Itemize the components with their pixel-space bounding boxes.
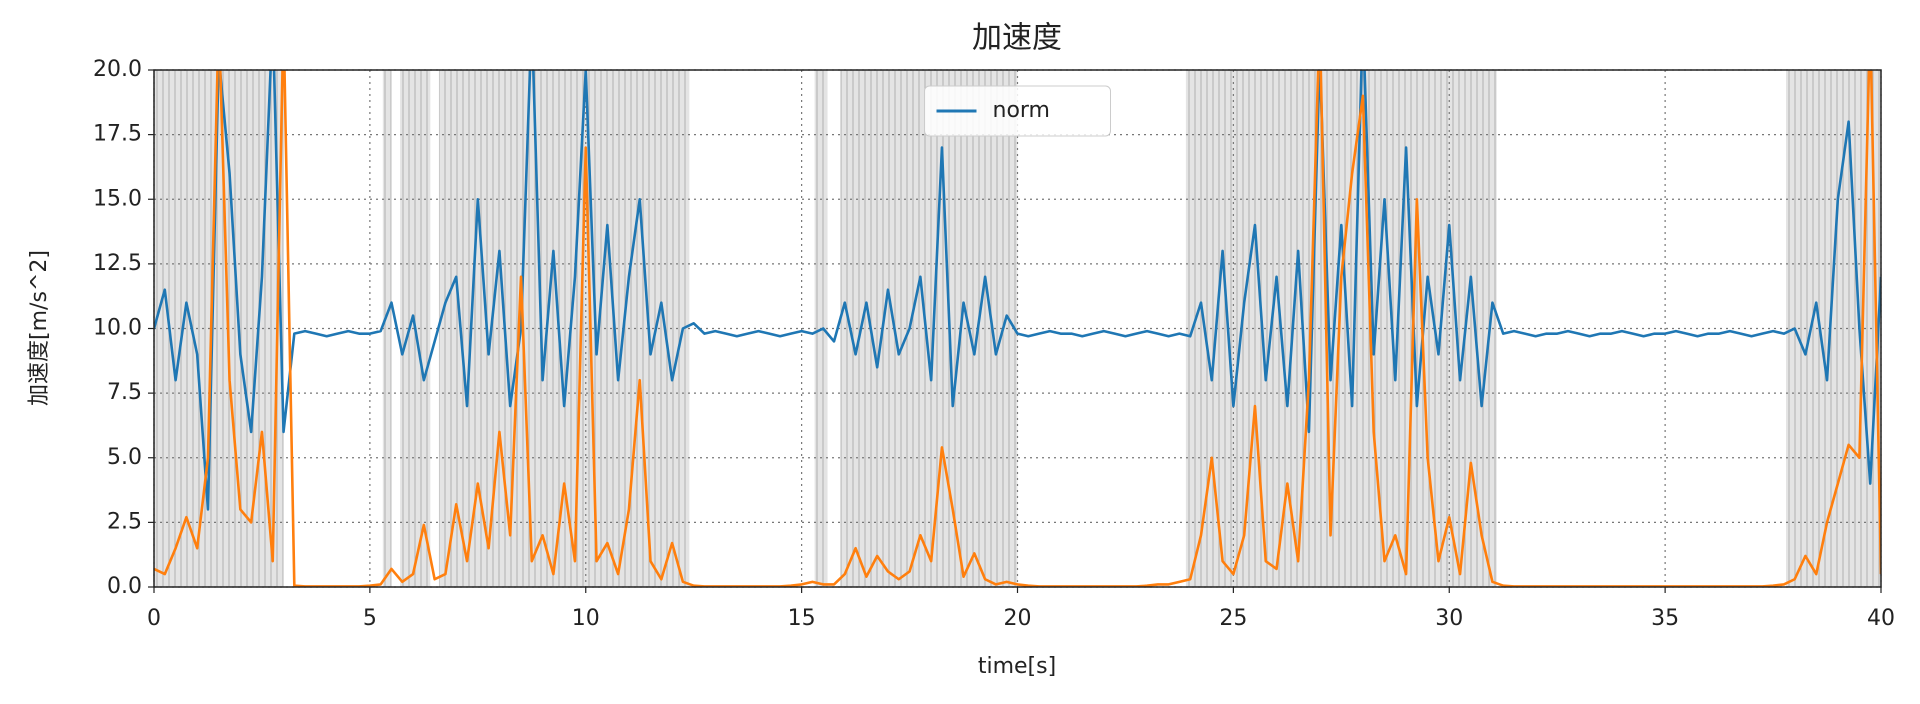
y-tick-label: 2.5	[107, 509, 142, 534]
y-axis-label: 加速度[m/s^2]	[27, 250, 52, 406]
y-tick-label: 7.5	[107, 380, 142, 405]
legend-box	[924, 85, 1111, 137]
x-tick-label: 40	[1867, 606, 1895, 631]
y-tick-label: 10.0	[93, 316, 142, 341]
x-tick-label: 35	[1651, 606, 1679, 631]
legend: norm	[924, 85, 1111, 137]
y-tick-label: 12.5	[93, 251, 142, 276]
x-tick-label: 20	[1004, 606, 1032, 631]
y-tick-label: 15.0	[93, 186, 142, 211]
x-tick-label: 25	[1219, 606, 1247, 631]
y-tick-label: 20.0	[93, 57, 142, 82]
legend-label: norm	[993, 98, 1051, 123]
y-tick-label: 0.0	[107, 574, 142, 599]
x-tick-label: 10	[572, 606, 600, 631]
y-tick-label: 5.0	[107, 445, 142, 470]
x-tick-label: 5	[363, 606, 377, 631]
x-axis-label: time[s]	[978, 654, 1056, 679]
span	[382, 70, 392, 587]
span	[438, 70, 690, 587]
x-tick-label: 15	[788, 606, 816, 631]
x-tick-label: 0	[147, 606, 161, 631]
x-tick-label: 30	[1435, 606, 1463, 631]
y-tick-label: 17.5	[93, 122, 142, 147]
chart-title: 加速度	[972, 21, 1062, 56]
span	[154, 70, 284, 587]
series-line	[154, 70, 1881, 511]
